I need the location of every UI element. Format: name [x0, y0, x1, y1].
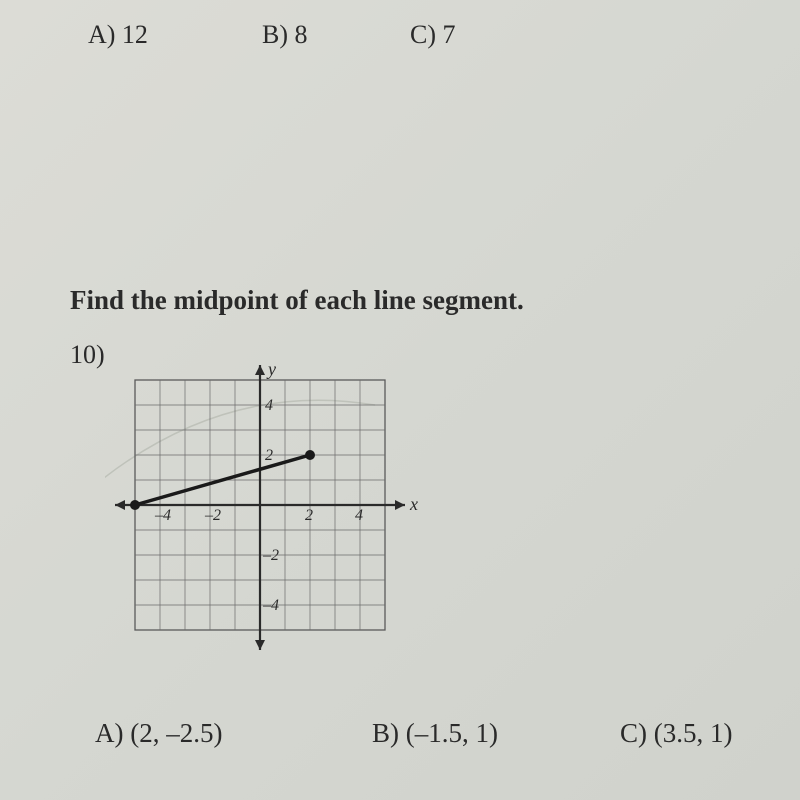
paper-shadow-curve	[105, 400, 375, 485]
graph-svg: –4 –2 2 4 4 2 –2 –4 x y	[105, 360, 435, 660]
endpoint-right	[305, 450, 315, 460]
x-axis-label: x	[409, 494, 418, 514]
svg-text:–4: –4	[154, 507, 171, 524]
svg-text:–2: –2	[204, 507, 221, 524]
svg-text:–4: –4	[262, 597, 279, 614]
choice-c-top: C) 7	[410, 20, 456, 50]
choice-c: C) (3.5, 1)	[620, 718, 732, 749]
y-axis-label: y	[266, 360, 276, 379]
svg-text:–2: –2	[262, 547, 279, 564]
choice-a: A) (2, –2.5)	[95, 718, 222, 749]
svg-text:4: 4	[265, 397, 273, 414]
endpoint-left	[130, 500, 140, 510]
svg-text:2: 2	[265, 447, 273, 464]
coordinate-graph: –4 –2 2 4 4 2 –2 –4 x y	[105, 360, 435, 660]
svg-text:2: 2	[305, 507, 313, 524]
question-prompt: Find the midpoint of each line segment.	[70, 285, 524, 316]
choice-b-top: B) 8	[262, 20, 308, 50]
question-number: 10)	[70, 340, 105, 370]
choice-b: B) (–1.5, 1)	[372, 718, 498, 749]
choice-a-top: A) 12	[88, 20, 148, 50]
svg-text:4: 4	[355, 507, 363, 524]
